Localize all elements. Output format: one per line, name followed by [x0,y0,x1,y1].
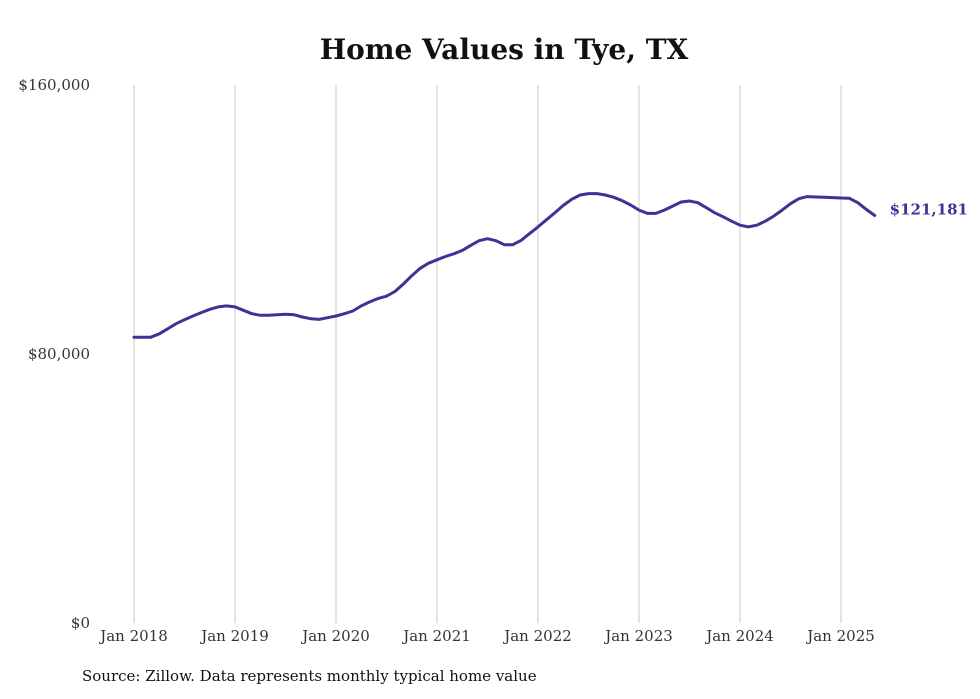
x-axis-ticks: Jan 2018 Jan 2019 Jan 2020 Jan 2021 Jan 2022… [98,627,875,645]
x-tick-label: Jan 2025 [805,627,875,645]
series-line [132,192,877,339]
source-note: Source: Zillow. Data represents monthly … [82,667,537,685]
x-tick-label: Jan 2023 [603,627,673,645]
x-tick-label: Jan 2024 [704,627,774,645]
line-chart: Home Values in Tye, TX $160,000 $80,000 $0… [18,33,968,645]
chart-title: Home Values in Tye, TX [320,33,689,66]
x-tick-label: Jan 2021 [401,627,471,645]
y-tick-label: $0 [71,614,90,632]
gridlines [133,85,842,623]
x-tick-label: Jan 2022 [502,627,572,645]
y-tick-label: $80,000 [28,345,90,363]
y-tick-label: $160,000 [18,76,90,94]
x-tick-label: Jan 2020 [300,627,370,645]
x-tick-label: Jan 2018 [98,627,168,645]
y-axis-ticks: $160,000 $80,000 $0 [18,76,90,632]
end-value-label: $121,181 [890,201,968,219]
x-tick-label: Jan 2019 [199,627,269,645]
